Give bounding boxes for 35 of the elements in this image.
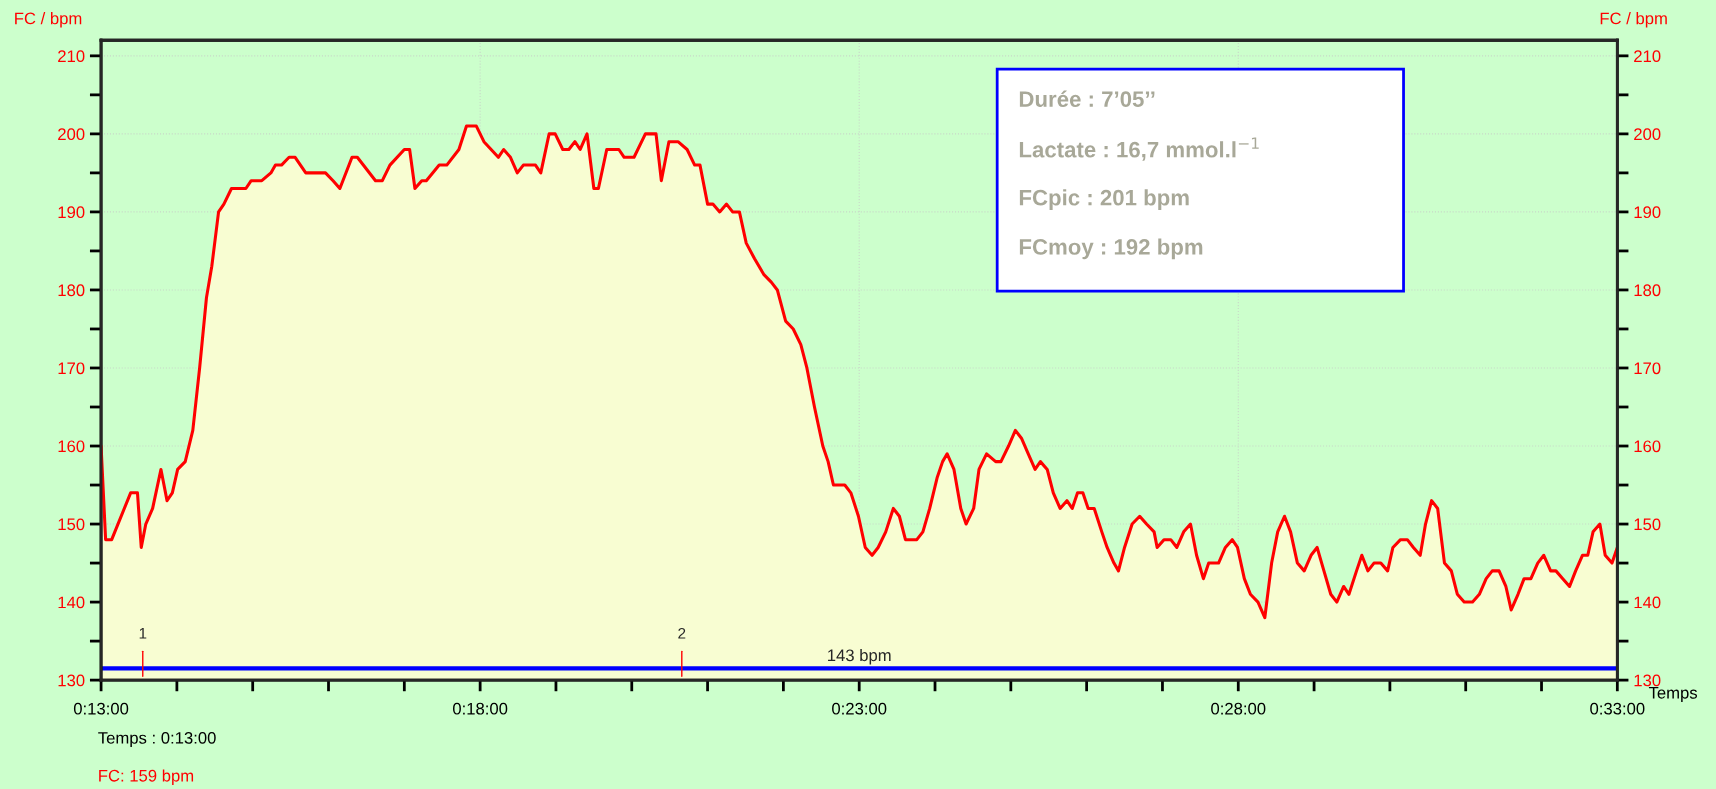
- y-tick-label: 150: [58, 518, 85, 531]
- y-tick-label: 160: [58, 440, 85, 453]
- y2-tick-label: 170: [1634, 362, 1661, 375]
- x-tick-label: 0:13:00: [73, 702, 129, 715]
- x-tick-label: 0:18:00: [452, 702, 508, 715]
- y2-tick-label: 160: [1634, 440, 1661, 453]
- x-tick-label: 0:33:00: [1590, 702, 1645, 715]
- y-axis-title: FC / bpm: [15, 12, 82, 28]
- annotation: Lactate : 16,7 mmol.l$^{−1}$: [1019, 137, 1259, 161]
- y2-tick-label: 210: [1634, 50, 1661, 63]
- annotation: 2: [678, 627, 686, 639]
- y2-tick-label: 200: [1634, 128, 1661, 141]
- y-tick-label: 180: [58, 284, 85, 297]
- ref-line-label: 143 bpm: [828, 648, 891, 665]
- x-axis-title: Temps: [1648, 687, 1698, 702]
- annotation: Durée : 7’05’’: [1019, 90, 1155, 107]
- y-tick-label: 190: [58, 206, 85, 219]
- x-tick-label: 0:28:00: [1211, 702, 1266, 715]
- annotation: FCmoy : 192 bpm: [1019, 238, 1203, 260]
- annotation: FCpic : 201 bpm: [1019, 189, 1189, 210]
- x-tick-label: 0:23:00: [832, 702, 887, 715]
- y-tick-label: 210: [58, 50, 85, 63]
- y-tick-label: 170: [58, 362, 85, 375]
- y2-tick-label: 190: [1634, 206, 1661, 219]
- y-tick-label: 140: [58, 596, 85, 609]
- y2-axis-title: FC / bpm: [1600, 12, 1667, 28]
- text: FC: 159 bpm: [99, 769, 194, 785]
- y-tick-label: 200: [58, 128, 85, 141]
- y2-tick-label: 130: [1634, 674, 1661, 687]
- annotation: 1: [139, 628, 147, 639]
- text: Temps : 0:13:00: [98, 731, 216, 748]
- y-tick-label: 130: [58, 674, 85, 687]
- y2-tick-label: 140: [1634, 596, 1661, 609]
- y2-tick-label: 180: [1634, 284, 1661, 297]
- y2-tick-label: 150: [1634, 518, 1661, 531]
